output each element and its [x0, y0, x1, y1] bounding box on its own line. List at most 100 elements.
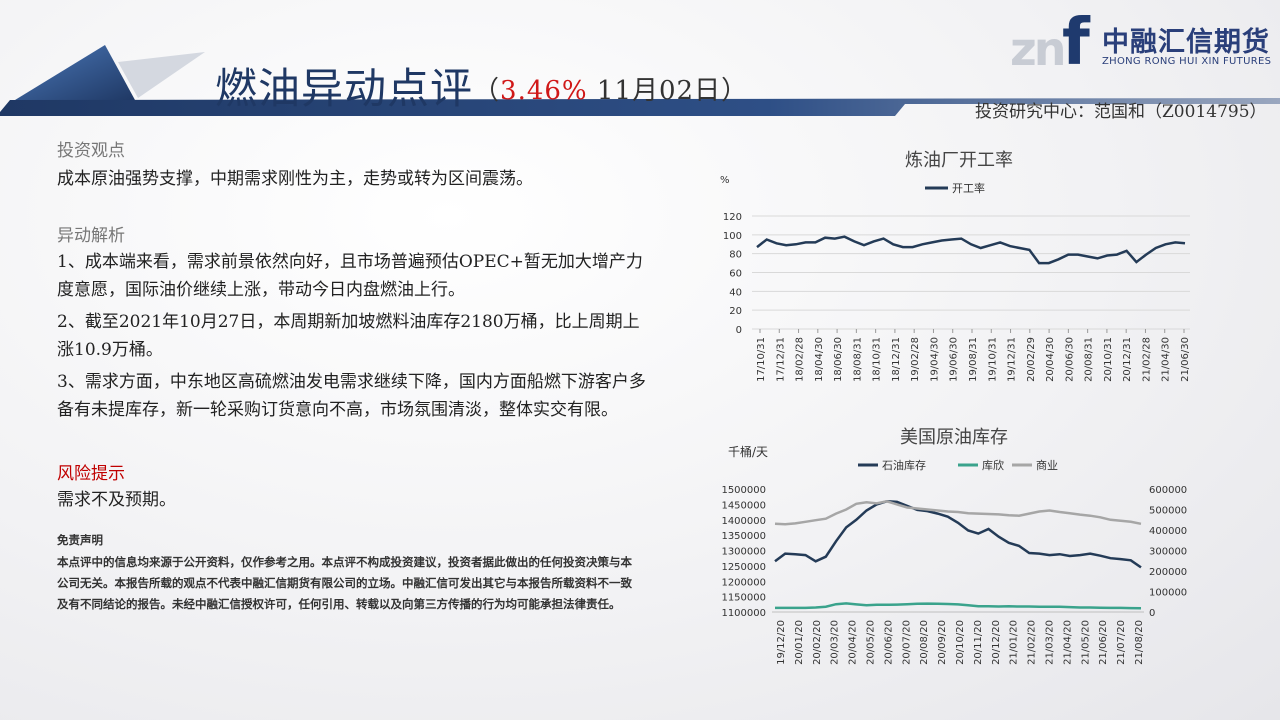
change-percent: 3.46% — [500, 76, 588, 106]
chart2-xtick-label: 21/01/20 — [1009, 620, 1020, 665]
view-title: 投资观点 — [57, 141, 125, 161]
chart2-ytick-left-label: 1200000 — [721, 577, 766, 588]
chart2-xtick-label: 20/03/20 — [830, 620, 841, 665]
chart1-ytick-label: 60 — [729, 269, 742, 280]
chart2-ytick-right-label: 200000 — [1149, 567, 1187, 578]
chart1-xtick-label: 19/10/31 — [987, 337, 998, 382]
analysis-title: 异动解析 — [57, 226, 125, 246]
chart1-xtick-label: 19/12/31 — [1007, 337, 1018, 382]
disclaimer-title: 免责声明 — [57, 533, 103, 547]
chart2-xtick-label: 21/03/20 — [1045, 620, 1056, 665]
chart1-xtick-label: 21/04/30 — [1161, 337, 1172, 382]
chart1-xtick-label: 21/02/28 — [1141, 337, 1152, 382]
chart2-xtick-label: 20/07/20 — [901, 620, 912, 665]
chart2-xtick-label: 20/12/20 — [991, 620, 1002, 665]
logo-zn-mark: zn — [1010, 22, 1067, 76]
risk-text: 需求不及预期。 — [57, 490, 176, 510]
chart1-ytick-label: 80 — [729, 250, 742, 261]
chart2-ytick-left-label: 1300000 — [721, 547, 766, 558]
chart2-ytick-right-label: 0 — [1149, 608, 1155, 619]
header-triangle-left — [15, 45, 135, 100]
page-title: 燃油异动点评（3.46% 11月02日） — [215, 64, 749, 113]
header-decoration — [0, 45, 1280, 116]
chart1-xtick-label: 18/02/28 — [795, 337, 806, 382]
chart2-xtick-label: 21/05/20 — [1080, 620, 1091, 665]
chart2-xtick-label: 20/01/20 — [794, 620, 805, 665]
chart2-ytick-left-label: 1400000 — [721, 516, 766, 527]
chart2-ytick-right-label: 100000 — [1149, 588, 1187, 599]
chart2-ytick-left-label: 1150000 — [721, 593, 766, 604]
chart2-xtick-label: 21/08/20 — [1134, 620, 1145, 665]
chart2-xtick-label: 20/08/20 — [919, 620, 930, 665]
analysis-item-2: 2、截至2021年10月27日，本周期新加坡燃料油库存2180万桶，比上周期上涨… — [57, 312, 640, 360]
chart2-legend-label-1: 石油库存 — [882, 458, 926, 472]
chart1-xtick-label: 20/02/29 — [1026, 337, 1037, 382]
chart2-xtick-label: 20/10/20 — [955, 620, 966, 665]
chart2-xtick-label: 19/12/20 — [776, 620, 787, 665]
chart1-xtick-label: 20/06/30 — [1064, 337, 1075, 382]
content-column: 投资观点 成本原油强势支撑，中期需求刚性为主，走势或转为区间震荡。 异动解析 1… — [57, 136, 657, 615]
chart2-xtick-label: 20/04/20 — [848, 620, 859, 665]
chart2-legend-label-3: 商业 — [1036, 458, 1058, 472]
chart2-ytick-left-label: 1100000 — [721, 608, 766, 619]
chart2-ytick-right-label: 300000 — [1149, 547, 1187, 558]
chart2-xtick-label: 20/05/20 — [866, 620, 877, 665]
chart1-xtick-label: 17/10/31 — [756, 337, 767, 382]
chart2-xtick-label: 20/11/20 — [973, 620, 984, 665]
chart2-ytick-left-label: 1350000 — [721, 531, 766, 542]
chart1-ytick-label: 20 — [729, 306, 742, 317]
logo-name-cn: 中融汇信期货 — [1102, 27, 1270, 58]
author-line: 投资研究中心：范国和（Z0014795） — [975, 102, 1267, 122]
chart1-xtick-label: 18/08/31 — [852, 337, 863, 382]
company-logo: zn f 中融汇信期货 ZHONG RONG HUI XIN FUTURES — [1010, 6, 1272, 80]
chart1-xtick-label: 18/12/31 — [891, 337, 902, 382]
chart1-xtick-label: 20/10/31 — [1103, 337, 1114, 382]
chart1-xtick-label: 21/06/30 — [1180, 337, 1191, 382]
chart1-unit: % — [720, 175, 730, 186]
chart1-legend-label: 开工率 — [952, 181, 985, 195]
chart1-xtick-label: 20/08/31 — [1084, 337, 1095, 382]
chart2-xtick-label: 21/07/20 — [1116, 620, 1127, 665]
chart2-xtick-label: 21/06/20 — [1098, 620, 1109, 665]
chart1-xtick-label: 17/12/31 — [775, 337, 786, 382]
view-text: 成本原油强势支撑，中期需求刚性为主，走势或转为区间震荡。 — [57, 169, 533, 189]
chart2-ytick-left-label: 1500000 — [721, 485, 766, 496]
chart2-ytick-left-label: 1450000 — [721, 500, 766, 511]
chart1-ytick-label: 0 — [736, 325, 742, 336]
chart1-xtick-label: 18/04/30 — [814, 337, 825, 382]
chart2-xtick-label: 21/02/20 — [1027, 620, 1038, 665]
chart1-xtick-label: 20/12/31 — [1122, 337, 1133, 382]
refinery-utilization-chart: % 开工率 0 20 40 60 80 100 120 17/10/31 17/12/31 18/02… — [720, 175, 1191, 382]
header-triangle-right — [118, 52, 205, 98]
header-bar — [0, 98, 1280, 116]
chart2-legend-label-2: 库欣 — [982, 458, 1004, 472]
risk-title: 风险提示 — [57, 464, 125, 484]
chart2-xtick-label: 20/09/20 — [937, 620, 948, 665]
disclaimer-text: 本点评中的信息均来源于公开资料，仅作参考之用。本点评不构成投资建议，投资者据此做… — [57, 555, 632, 611]
chart1-ytick-label: 100 — [723, 231, 742, 242]
chart1-xtick-label: 19/02/28 — [910, 337, 921, 382]
chart1-title: 炼油厂开工率 — [905, 150, 1013, 171]
chart2-series-line-1 — [774, 500, 1142, 569]
chart2-series-line-3 — [774, 500, 1142, 526]
chart2-series-line-2 — [775, 602, 1142, 610]
chart1-ytick-label: 120 — [723, 212, 742, 223]
chart1-xtick-label: 19/04/30 — [929, 337, 940, 382]
analysis-item-1: 1、成本端来看，需求前景依然向好，且市场普遍预估OPEC+暂无加大增产力度意愿，… — [57, 252, 643, 300]
analysis-item-3: 3、需求方面，中东地区高硫燃油发电需求继续下降，国内方面船燃下游客户多备有未提库… — [57, 372, 646, 420]
chart1-xtick-label: 18/06/30 — [833, 337, 844, 382]
chart1-ytick-label: 40 — [729, 287, 742, 298]
chart1-xtick-label: 20/04/30 — [1045, 337, 1056, 382]
chart2-xtick-label: 21/04/20 — [1062, 620, 1073, 665]
chart2-xtick-label: 20/06/20 — [883, 620, 894, 665]
chart2-ytick-right-label: 600000 — [1149, 485, 1187, 496]
logo-f-mark: f — [1062, 6, 1090, 80]
chart2-unit: 千桶/天 — [728, 444, 768, 459]
chart2-ytick-right-label: 500000 — [1149, 506, 1187, 517]
chart1-xtick-label: 18/10/31 — [872, 337, 883, 382]
chart1-xtick-label: 19/08/31 — [968, 337, 979, 382]
chart1-series-line — [756, 235, 1186, 265]
chart2-ytick-left-label: 1250000 — [721, 562, 766, 573]
logo-name-en: ZHONG RONG HUI XIN FUTURES — [1102, 56, 1272, 67]
